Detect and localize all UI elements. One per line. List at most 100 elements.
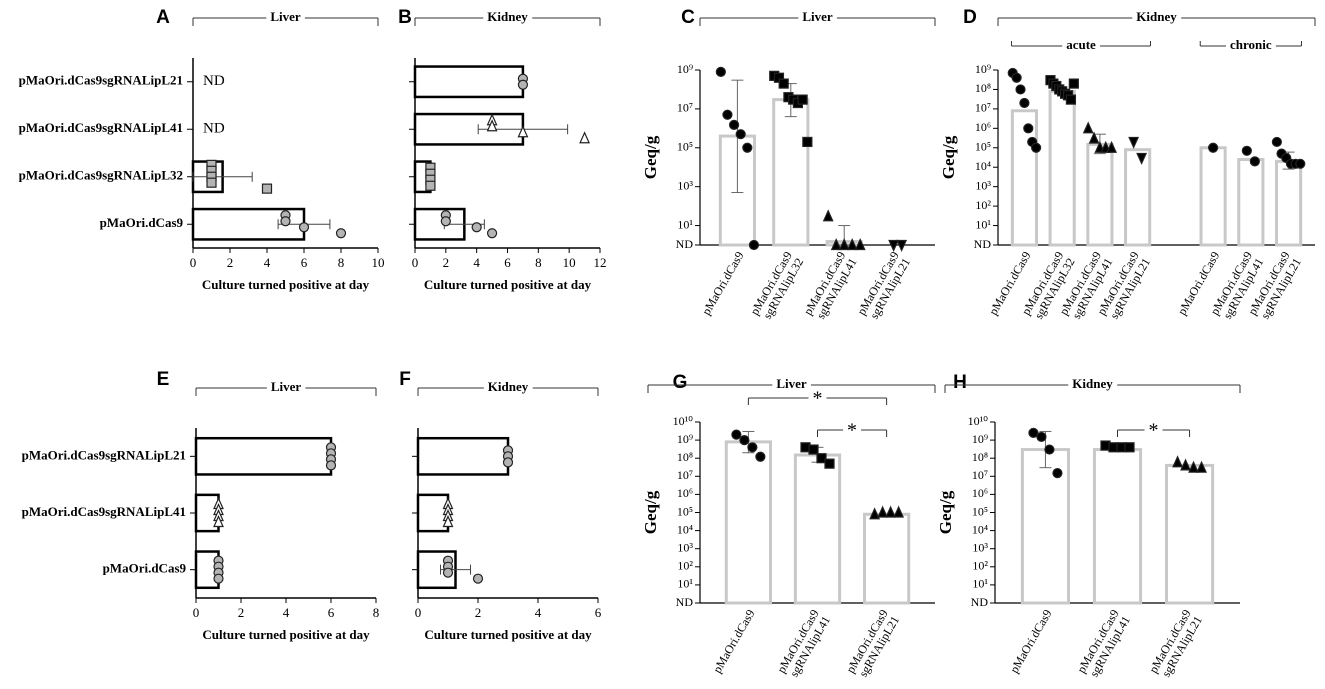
x-tick-label: 12 <box>594 255 607 270</box>
panel-label: F <box>399 369 411 390</box>
label-bg <box>843 419 862 442</box>
y-axis-label: Geq/g <box>641 490 660 534</box>
comparison-label: * <box>813 388 823 410</box>
point <box>517 125 529 138</box>
label-bg <box>483 8 533 24</box>
point <box>838 238 850 251</box>
point <box>778 78 789 89</box>
point <box>735 129 746 140</box>
category-label: pMaOri.dCas9sgRNALipL41 <box>22 504 186 519</box>
point <box>888 239 900 252</box>
y-tick-label: ND <box>974 237 992 251</box>
category-label: pMaOri.dCas9sgRNAlipL41 <box>774 607 833 682</box>
bar <box>724 440 773 605</box>
y-tick-label: 10¹⁰ <box>968 414 989 428</box>
y-tick-label: 10⁸ <box>677 450 693 464</box>
category-label: pMaOri.dCas9sgRNAlipL21 <box>843 607 902 682</box>
point <box>797 94 808 105</box>
point <box>896 239 908 252</box>
y-tick-label: 10³ <box>677 540 693 554</box>
category-label: pMaOri.dCas9 <box>103 561 187 576</box>
point <box>1023 123 1034 134</box>
bar <box>1048 89 1076 247</box>
y-tick-label: 10⁴ <box>677 522 693 536</box>
point <box>802 136 813 148</box>
category-label: pMaOri.dCas9sgRNALipL32 <box>19 168 183 183</box>
y-axis-label: Geq/g <box>936 490 955 534</box>
panel-label: D <box>963 7 977 28</box>
point <box>885 505 897 518</box>
y-tick-label: 10¹ <box>677 217 693 231</box>
label-bg <box>266 8 305 24</box>
y-tick-label: 10³ <box>677 178 693 192</box>
y-tick-label: 10² <box>677 559 693 573</box>
point <box>877 505 889 518</box>
label-bg <box>1226 36 1276 52</box>
point <box>1208 142 1219 153</box>
point <box>1019 97 1030 109</box>
point <box>213 573 224 584</box>
category-label: pMaOri.dCas9 <box>1007 607 1055 675</box>
category-label: pMaOri.dCas9sgRNALipL41 <box>19 120 183 135</box>
point <box>748 239 760 251</box>
x-axis-label: Culture turned positive at day <box>424 277 592 292</box>
bar <box>194 436 333 476</box>
y-tick-label: 10³ <box>972 540 988 554</box>
point <box>728 119 740 131</box>
label-bg <box>1132 8 1182 24</box>
point <box>1068 78 1079 89</box>
x-tick-label: 4 <box>535 605 542 620</box>
y-tick-label: 10⁶ <box>972 486 988 500</box>
point <box>471 222 482 233</box>
point <box>1036 431 1047 443</box>
bar <box>1092 448 1143 605</box>
category-line: pMaOri.dCas9 <box>1007 607 1055 675</box>
title-bracket-label: Liver <box>271 379 302 394</box>
bar <box>413 65 525 99</box>
point <box>442 567 454 578</box>
y-tick-label: 10¹ <box>975 217 991 231</box>
x-tick-label: 6 <box>301 255 308 270</box>
group-bracket-label: chronic <box>1230 37 1272 52</box>
point <box>425 180 436 191</box>
label-bg <box>1068 375 1118 391</box>
x-tick-label: 4 <box>283 605 290 620</box>
point <box>472 573 484 584</box>
point <box>830 238 842 251</box>
bar <box>1124 148 1152 247</box>
point <box>1249 156 1260 167</box>
point <box>1241 145 1252 156</box>
category-label: pMaOri.dCas9 <box>100 215 184 230</box>
point <box>206 177 217 188</box>
point <box>808 444 819 455</box>
point <box>298 222 310 233</box>
point <box>1088 131 1100 144</box>
x-tick-label: 2 <box>227 255 234 270</box>
point <box>1172 455 1183 468</box>
point <box>1124 442 1135 453</box>
point <box>1106 140 1118 153</box>
panel-label: B <box>398 7 412 28</box>
bar <box>793 453 842 605</box>
point <box>1015 84 1026 95</box>
bar <box>1275 159 1303 247</box>
panel-label: A <box>156 7 170 28</box>
y-tick-label: ND <box>676 595 694 609</box>
point <box>1188 460 1199 473</box>
panel-label: G <box>673 372 688 393</box>
x-axis-label: Culture turned positive at day <box>424 627 592 642</box>
bar <box>1199 146 1227 247</box>
point <box>869 507 881 520</box>
y-tick-label: 10⁵ <box>975 140 991 154</box>
y-tick-label: 10⁹ <box>972 432 988 446</box>
point <box>1044 444 1055 455</box>
title-bracket-label: Kidney <box>1072 376 1113 391</box>
point <box>854 238 866 251</box>
x-axis-label: Culture turned positive at day <box>202 627 370 642</box>
x-tick-label: 6 <box>595 605 602 620</box>
category-label: pMaOri.dCas9sgRNALipL21 <box>22 447 186 462</box>
category-line: pMaOri.dCas9 <box>710 607 758 675</box>
label-bg <box>266 378 306 394</box>
label-bg <box>808 387 827 410</box>
